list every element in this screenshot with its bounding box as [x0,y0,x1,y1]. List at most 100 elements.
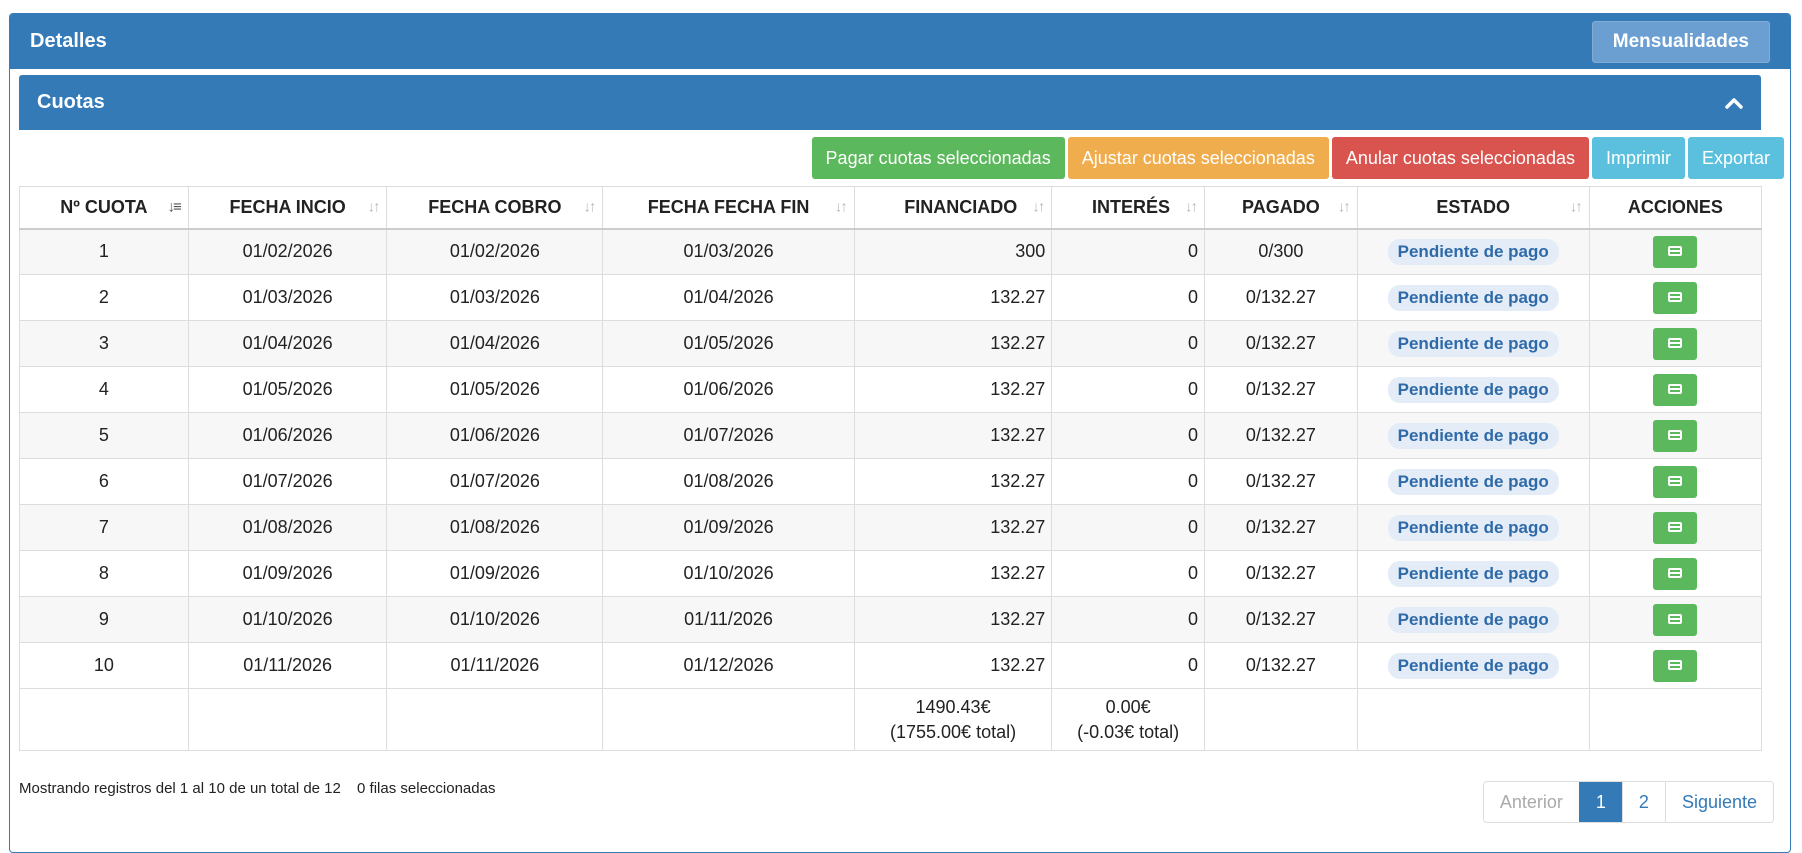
cell-pagado: 0/132.27 [1204,596,1358,643]
table-info: Mostrando registros del 1 al 10 de un to… [19,780,507,797]
cell-n-cuota: 6 [19,458,189,505]
cell-pagado: 0/132.27 [1204,642,1358,689]
cell-acciones [1588,274,1763,321]
pay-cuota-button[interactable] [1653,603,1698,636]
table-row[interactable]: 5 01/06/2026 01/06/2026 01/07/2026 132.27 0 0/… [19,412,1763,459]
cuotas-table: Nº CUOTA ↓≡ FECHA INCIO ↓↑ FECHA COBRO ↓↑ F… [19,186,1763,751]
column-header-estado[interactable]: ESTADO ↓↑ [1356,186,1590,230]
pay-selected-button[interactable]: Pagar cuotas seleccionadas [811,137,1065,179]
adjust-selected-button[interactable]: Ajustar cuotas seleccionadas [1067,137,1329,179]
cell-financiado: 132.27 [853,596,1053,643]
cell-fecha-fin: 01/07/2026 [602,412,855,459]
pagination-prev[interactable]: Anterior [1483,782,1579,822]
cell-interes: 0 [1051,596,1206,643]
column-header-fecha-fin[interactable]: FECHA FECHA FIN ↓↑ [602,186,855,230]
cell-fecha-inicio: 01/04/2026 [187,320,388,367]
pay-cuota-button[interactable] [1653,281,1698,314]
cell-fecha-inicio: 01/09/2026 [187,550,388,597]
cell-financiado: 132.27 [853,504,1053,551]
cell-pagado: 0/132.27 [1204,458,1358,505]
table-row[interactable]: 6 01/07/2026 01/07/2026 01/08/2026 132.27 0 0/… [19,458,1763,505]
cuotas-section-header[interactable]: Cuotas [19,75,1761,130]
cell-pagado: 0/132.27 [1204,412,1358,459]
cell-interes: 0 [1051,274,1206,321]
print-button[interactable]: Imprimir [1591,137,1685,179]
sort-icon: ↓↑ [1569,198,1583,216]
cell-acciones [1588,366,1763,413]
mensualidades-button[interactable]: Mensualidades [1591,20,1770,63]
table-row[interactable]: 1 01/02/2026 01/02/2026 01/03/2026 300 0 0/300… [19,228,1763,275]
cell-estado: Pendiente de pago [1356,596,1590,643]
pay-cuota-button[interactable] [1653,465,1698,498]
cell-fecha-fin: 01/06/2026 [602,366,855,413]
cell-estado: Pendiente de pago [1356,366,1590,413]
cell-fecha-cobro: 01/05/2026 [386,366,604,413]
table-row[interactable]: 9 01/10/2026 01/10/2026 01/11/2026 132.27 0 0/… [19,596,1763,643]
pagination-page-1[interactable]: 1 [1578,782,1622,822]
cell-interes: 0 [1051,642,1206,689]
column-header-fecha-inicio[interactable]: FECHA INCIO ↓↑ [187,186,388,230]
credit-card-icon [1668,475,1683,486]
pay-cuota-button[interactable] [1653,327,1698,360]
cell-n-cuota: 3 [19,320,189,367]
sort-icon: ↓↑ [1032,198,1045,216]
pagination-next[interactable]: Siguiente [1664,782,1773,822]
pay-cuota-button[interactable] [1653,649,1698,682]
table-row[interactable]: 3 01/04/2026 01/04/2026 01/05/2026 132.27 0 0/… [19,320,1763,367]
cell-acciones [1588,596,1763,643]
cell-n-cuota: 2 [19,274,189,321]
pay-cuota-button[interactable] [1653,419,1698,452]
table-toolbar: Pagar cuotas seleccionadas Ajustar cuota… [811,137,1784,179]
cell-financiado: 132.27 [853,458,1053,505]
sort-icon: ↓↑ [1337,198,1351,216]
cell-pagado: 0/132.27 [1204,550,1358,597]
table-row[interactable]: 4 01/05/2026 01/05/2026 01/06/2026 132.27 0 0/… [19,366,1763,413]
status-badge: Pendiente de pago [1387,514,1559,541]
pagination-page-2[interactable]: 2 [1621,782,1665,822]
cell-fecha-inicio: 01/05/2026 [187,366,388,413]
export-button[interactable]: Exportar [1687,137,1784,179]
details-panel-header: Detalles Mensualidades [10,14,1790,69]
pay-cuota-button[interactable] [1653,511,1698,544]
cell-acciones [1588,412,1763,459]
table-row[interactable]: 2 01/03/2026 01/03/2026 01/04/2026 132.27 0 0/… [19,274,1763,321]
cell-estado: Pendiente de pago [1356,320,1590,367]
pay-cuota-button[interactable] [1653,557,1698,590]
credit-card-icon [1668,429,1683,440]
cell-estado: Pendiente de pago [1356,228,1590,275]
pay-cuota-button[interactable] [1653,373,1698,406]
cell-fecha-inicio: 01/07/2026 [187,458,388,505]
cell-financiado: 132.27 [853,320,1053,367]
column-header-fecha-cobro[interactable]: FECHA COBRO ↓↑ [386,186,604,230]
cell-fecha-inicio: 01/11/2026 [187,642,388,689]
sort-icon: ↓↑ [367,198,380,216]
status-badge: Pendiente de pago [1387,606,1559,633]
table-row[interactable]: 8 01/09/2026 01/09/2026 01/10/2026 132.27 0 0/… [19,550,1763,597]
cell-fecha-fin: 01/05/2026 [602,320,855,367]
cell-fecha-fin: 01/08/2026 [602,458,855,505]
column-header-financiado[interactable]: FINANCIADO ↓↑ [853,186,1053,230]
table-row[interactable]: 10 01/11/2026 01/11/2026 01/12/2026 132.27 0 0… [19,642,1763,689]
cell-fecha-cobro: 01/09/2026 [386,550,604,597]
sort-icon: ↓↑ [1185,198,1198,216]
cell-interes: 0 [1051,458,1206,505]
cell-interes: 0 [1051,550,1206,597]
status-badge: Pendiente de pago [1387,422,1559,449]
credit-card-icon [1668,245,1683,256]
cell-pagado: 0/300 [1204,228,1358,275]
cancel-selected-button[interactable]: Anular cuotas seleccionadas [1331,137,1589,179]
pay-cuota-button[interactable] [1653,235,1698,268]
cell-financiado: 132.27 [853,274,1053,321]
table-row[interactable]: 7 01/08/2026 01/08/2026 01/09/2026 132.27 0 0/… [19,504,1763,551]
cell-n-cuota: 9 [19,596,189,643]
total-financiado: 1490.43€ (1755.00€ total) [853,688,1053,751]
column-header-n-cuota[interactable]: Nº CUOTA ↓≡ [19,186,189,230]
table-header-row: Nº CUOTA ↓≡ FECHA INCIO ↓↑ FECHA COBRO ↓↑ F… [19,186,1763,230]
cell-acciones [1588,228,1763,275]
column-header-interes[interactable]: INTERÉS ↓↑ [1051,186,1206,230]
credit-card-icon [1668,659,1683,670]
cell-estado: Pendiente de pago [1356,412,1590,459]
selected-info: 0 filas seleccionadas [357,780,496,797]
chevron-up-icon[interactable] [1725,97,1743,109]
column-header-pagado[interactable]: PAGADO ↓↑ [1204,186,1358,230]
